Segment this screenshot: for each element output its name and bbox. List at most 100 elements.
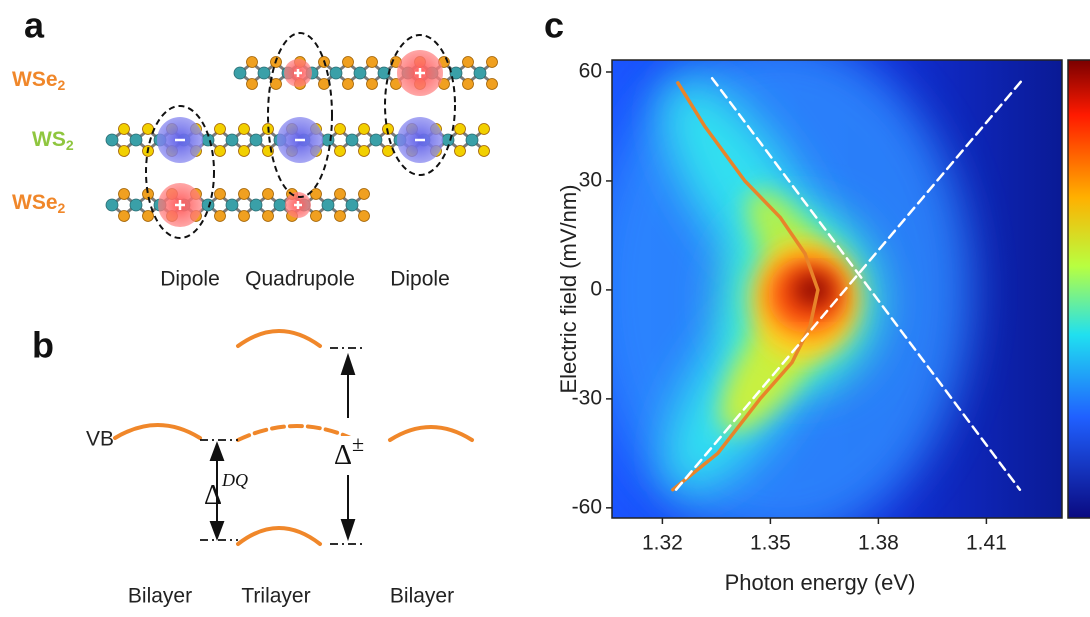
chalcogen-atom — [214, 210, 226, 222]
metal-atom — [225, 133, 239, 147]
metal-atom — [329, 66, 343, 80]
metal-atom — [129, 133, 143, 147]
gap-symbol: ΔDQ — [204, 470, 248, 511]
delta: Δ — [334, 440, 352, 471]
x-tick-label: 1.41 — [966, 532, 1007, 555]
exciton-label: Dipole — [160, 268, 220, 291]
metal-atom — [105, 198, 119, 212]
chalcogen-atom — [366, 56, 378, 68]
chalcogen-atom — [238, 145, 250, 157]
metal-atom — [473, 66, 487, 80]
band-label: VB — [86, 428, 114, 451]
chalcogen-atom — [454, 123, 466, 135]
chalcogen-atom — [238, 123, 250, 135]
chalcogen-atom — [334, 123, 346, 135]
chalcogen-atom — [142, 210, 154, 222]
chalcogen-atom — [270, 78, 282, 90]
metal-atom — [345, 198, 359, 212]
exciton-markers — [145, 32, 456, 239]
dashed-line — [710, 76, 1022, 491]
metal-atom — [345, 133, 359, 147]
chalcogen-atom — [246, 56, 258, 68]
charge-signs — [175, 68, 425, 210]
dashed-line — [674, 76, 1026, 491]
x-axis-label: Photon energy (eV) — [725, 570, 916, 595]
y-tick-label: 30 — [579, 168, 602, 191]
gap-arrows — [209, 352, 356, 542]
plot: 1.32 1.35 1.38 1.41 -60 -30 0 30 60 — [572, 60, 1026, 555]
chalcogen-atom — [238, 210, 250, 222]
label-backing — [332, 436, 376, 474]
metal-atom — [233, 66, 247, 80]
chalcogen-atom — [246, 78, 258, 90]
fit-curve — [671, 81, 820, 492]
chalcogen-atom — [382, 145, 394, 157]
metal-atom — [465, 133, 479, 147]
layer-name: WSe — [12, 191, 58, 214]
metal-atom — [449, 66, 463, 80]
panel-label: b — [32, 325, 54, 366]
plot-frame — [611, 59, 1063, 519]
y-tick-label: 60 — [579, 60, 602, 83]
chalcogen-atom — [478, 145, 490, 157]
x-tick-label: 1.32 — [642, 532, 683, 555]
chalcogen-atom — [358, 210, 370, 222]
chalcogen-atom — [118, 188, 130, 200]
chalcogen-atom — [214, 188, 226, 200]
chalcogen-atom — [214, 123, 226, 135]
delta: Δ — [204, 480, 222, 511]
heatmap — [612, 60, 1062, 518]
chalcogen-atom — [462, 56, 474, 68]
metal-atom — [249, 133, 263, 147]
chalcogen-atom — [334, 145, 346, 157]
y-tick-label: 0 — [590, 277, 602, 300]
gap-symbol: Δ± — [334, 431, 364, 471]
structure-label: Bilayer — [390, 585, 454, 608]
exciton-label: Quadrupole — [245, 268, 355, 291]
gap-superscript: DQ — [221, 470, 248, 490]
chalcogen-atom — [118, 145, 130, 157]
chalcogen-atom — [358, 188, 370, 200]
chalcogen-atom — [462, 78, 474, 90]
y-tick-label: -60 — [572, 495, 602, 518]
chalcogen-atom — [118, 210, 130, 222]
chalcogen-atom — [334, 188, 346, 200]
layer-label: WSe2 — [12, 191, 66, 216]
layer-name: WS — [32, 128, 66, 151]
x-tick-label: 1.35 — [750, 532, 791, 555]
chalcogen-atom — [118, 123, 130, 135]
x-tick-label: 1.38 — [858, 532, 899, 555]
chalcogen-atom — [342, 56, 354, 68]
chalcogen-atom — [366, 78, 378, 90]
structure-label: Bilayer — [128, 585, 192, 608]
layer-subscript: 2 — [58, 200, 66, 216]
chalcogen-atom — [334, 210, 346, 222]
metal-atom — [249, 198, 263, 212]
band-curves — [113, 329, 474, 546]
chalcogen-atom — [262, 188, 274, 200]
metal-atom — [377, 66, 391, 80]
chalcogen-atom — [486, 56, 498, 68]
chalcogen-atom — [358, 145, 370, 157]
gap-superscript: ± — [352, 431, 364, 456]
exciton-outlines — [145, 32, 456, 239]
metal-atom — [257, 66, 271, 80]
chalcogen-atom — [486, 78, 498, 90]
chalcogen-atom — [342, 78, 354, 90]
layer-label: WS2 — [32, 128, 74, 153]
chalcogen-atom — [214, 145, 226, 157]
metal-atom — [225, 198, 239, 212]
layer-label: WSe2 — [12, 68, 66, 93]
chalcogen-atom — [478, 123, 490, 135]
metal-atom — [321, 133, 335, 147]
metal-atom — [369, 133, 383, 147]
chalcogen-atom — [454, 145, 466, 157]
metal-atom — [201, 198, 215, 212]
layer-subscript: 2 — [58, 77, 66, 93]
chalcogen-atom — [318, 78, 330, 90]
structure-label: Trilayer — [241, 585, 310, 608]
chalcogen-atom — [262, 210, 274, 222]
chalcogen-atom — [310, 210, 322, 222]
y-tick-label: -30 — [572, 386, 602, 409]
